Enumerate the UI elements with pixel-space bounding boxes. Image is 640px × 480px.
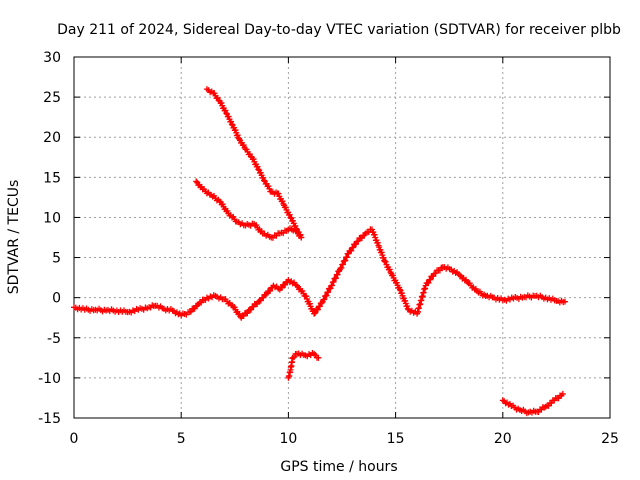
- x-tick-label: 20: [494, 431, 512, 447]
- series-satellite-track-middle: [193, 178, 305, 241]
- data-point-marker: [393, 279, 400, 286]
- data-points: [71, 86, 568, 417]
- data-point-marker: [275, 190, 282, 197]
- y-tick-label: -10: [38, 371, 61, 387]
- y-tick-label: 5: [52, 251, 61, 267]
- data-point-marker: [306, 300, 313, 307]
- data-point-marker: [228, 121, 235, 128]
- data-point-marker: [250, 156, 257, 163]
- data-point-marker: [218, 99, 225, 106]
- data-point-marker: [398, 290, 405, 297]
- y-tick-label: -15: [38, 411, 61, 427]
- y-tick-label: 0: [52, 291, 61, 307]
- data-point-marker: [193, 178, 200, 185]
- y-tick-label: 20: [43, 130, 61, 146]
- data-point-marker: [314, 306, 321, 313]
- x-axis-label: GPS time / hours: [280, 459, 397, 475]
- chart-title: Day 211 of 2024, Sidereal Day-to-day VTE…: [57, 22, 621, 38]
- data-point-marker: [262, 291, 269, 298]
- x-tick-label: 10: [279, 431, 297, 447]
- data-point-marker: [234, 132, 241, 139]
- data-point-marker: [316, 303, 323, 310]
- data-point-marker: [232, 127, 239, 134]
- data-point-marker: [303, 293, 310, 300]
- data-point-marker: [278, 284, 285, 291]
- data-point-marker: [382, 258, 389, 265]
- data-point-marker: [329, 282, 336, 289]
- data-point-marker: [222, 107, 229, 114]
- data-point-marker: [332, 275, 339, 282]
- axis-ticks: [73, 56, 611, 419]
- data-point-marker: [257, 169, 264, 176]
- data-point-marker: [261, 177, 268, 184]
- data-point-marker: [315, 354, 322, 361]
- y-tick-label: 25: [43, 90, 61, 106]
- y-tick-label: 30: [43, 50, 61, 66]
- data-point-marker: [330, 278, 337, 285]
- data-point-marker: [289, 217, 296, 224]
- data-point-marker: [427, 276, 434, 283]
- data-point-marker: [404, 303, 411, 310]
- data-point-marker: [293, 282, 300, 289]
- series-satellite-track-main: [71, 226, 568, 321]
- data-point-marker: [228, 118, 235, 125]
- data-point-marker: [240, 142, 247, 149]
- data-point-marker: [311, 310, 318, 317]
- data-point-marker: [255, 166, 262, 173]
- data-point-marker: [279, 198, 286, 205]
- data-point-marker: [339, 261, 346, 268]
- data-point-marker: [456, 272, 463, 279]
- data-point-marker: [348, 247, 355, 254]
- data-point-marker: [265, 183, 272, 190]
- data-point-marker: [216, 198, 223, 205]
- data-point-marker: [286, 211, 293, 218]
- data-point-marker: [282, 281, 289, 288]
- data-point-marker: [267, 287, 274, 294]
- data-point-marker: [298, 234, 305, 241]
- data-point-marker: [318, 300, 325, 307]
- data-point-marker: [244, 310, 251, 317]
- y-axis-label: SDTVAR / TECUs: [6, 180, 22, 295]
- data-point-marker: [561, 298, 568, 305]
- data-point-marker: [425, 279, 432, 286]
- data-point-marker: [312, 309, 319, 316]
- data-point-marker: [321, 296, 328, 303]
- y-tick-label: -5: [47, 331, 61, 347]
- y-tick-label: 10: [43, 210, 61, 226]
- x-tick-label: 15: [387, 431, 405, 447]
- x-tick-label: 0: [70, 431, 79, 447]
- data-point-marker: [338, 264, 345, 271]
- data-point-marker: [334, 271, 341, 278]
- x-tick-label: 25: [601, 431, 619, 447]
- data-point-marker: [350, 244, 357, 251]
- series-satellite-track-lower: [285, 349, 322, 381]
- data-point-marker: [559, 390, 566, 397]
- data-point-marker: [223, 110, 230, 117]
- plot-frame: [73, 56, 611, 419]
- y-tick-label: 15: [43, 170, 61, 186]
- data-point-marker: [402, 297, 409, 304]
- data-point-marker: [325, 289, 332, 296]
- x-tick-label: 5: [177, 431, 186, 447]
- data-point-marker: [287, 214, 294, 221]
- data-point-marker: [282, 204, 289, 211]
- data-point-marker: [254, 163, 261, 170]
- data-point-marker: [260, 174, 267, 181]
- series-satellite-track-right: [499, 390, 566, 417]
- axis-tick-labels: 0 5 10 15 20 25 -15 -10 -5 0 5 10 15 20 25 30: [38, 50, 619, 447]
- data-point-marker: [225, 113, 232, 120]
- data-point-marker: [389, 272, 396, 279]
- data-point-marker: [323, 292, 330, 299]
- data-point-marker: [386, 266, 393, 273]
- data-point-marker: [291, 354, 298, 361]
- data-point-marker: [343, 254, 350, 261]
- data-point-marker: [396, 286, 403, 293]
- data-point-marker: [342, 257, 349, 264]
